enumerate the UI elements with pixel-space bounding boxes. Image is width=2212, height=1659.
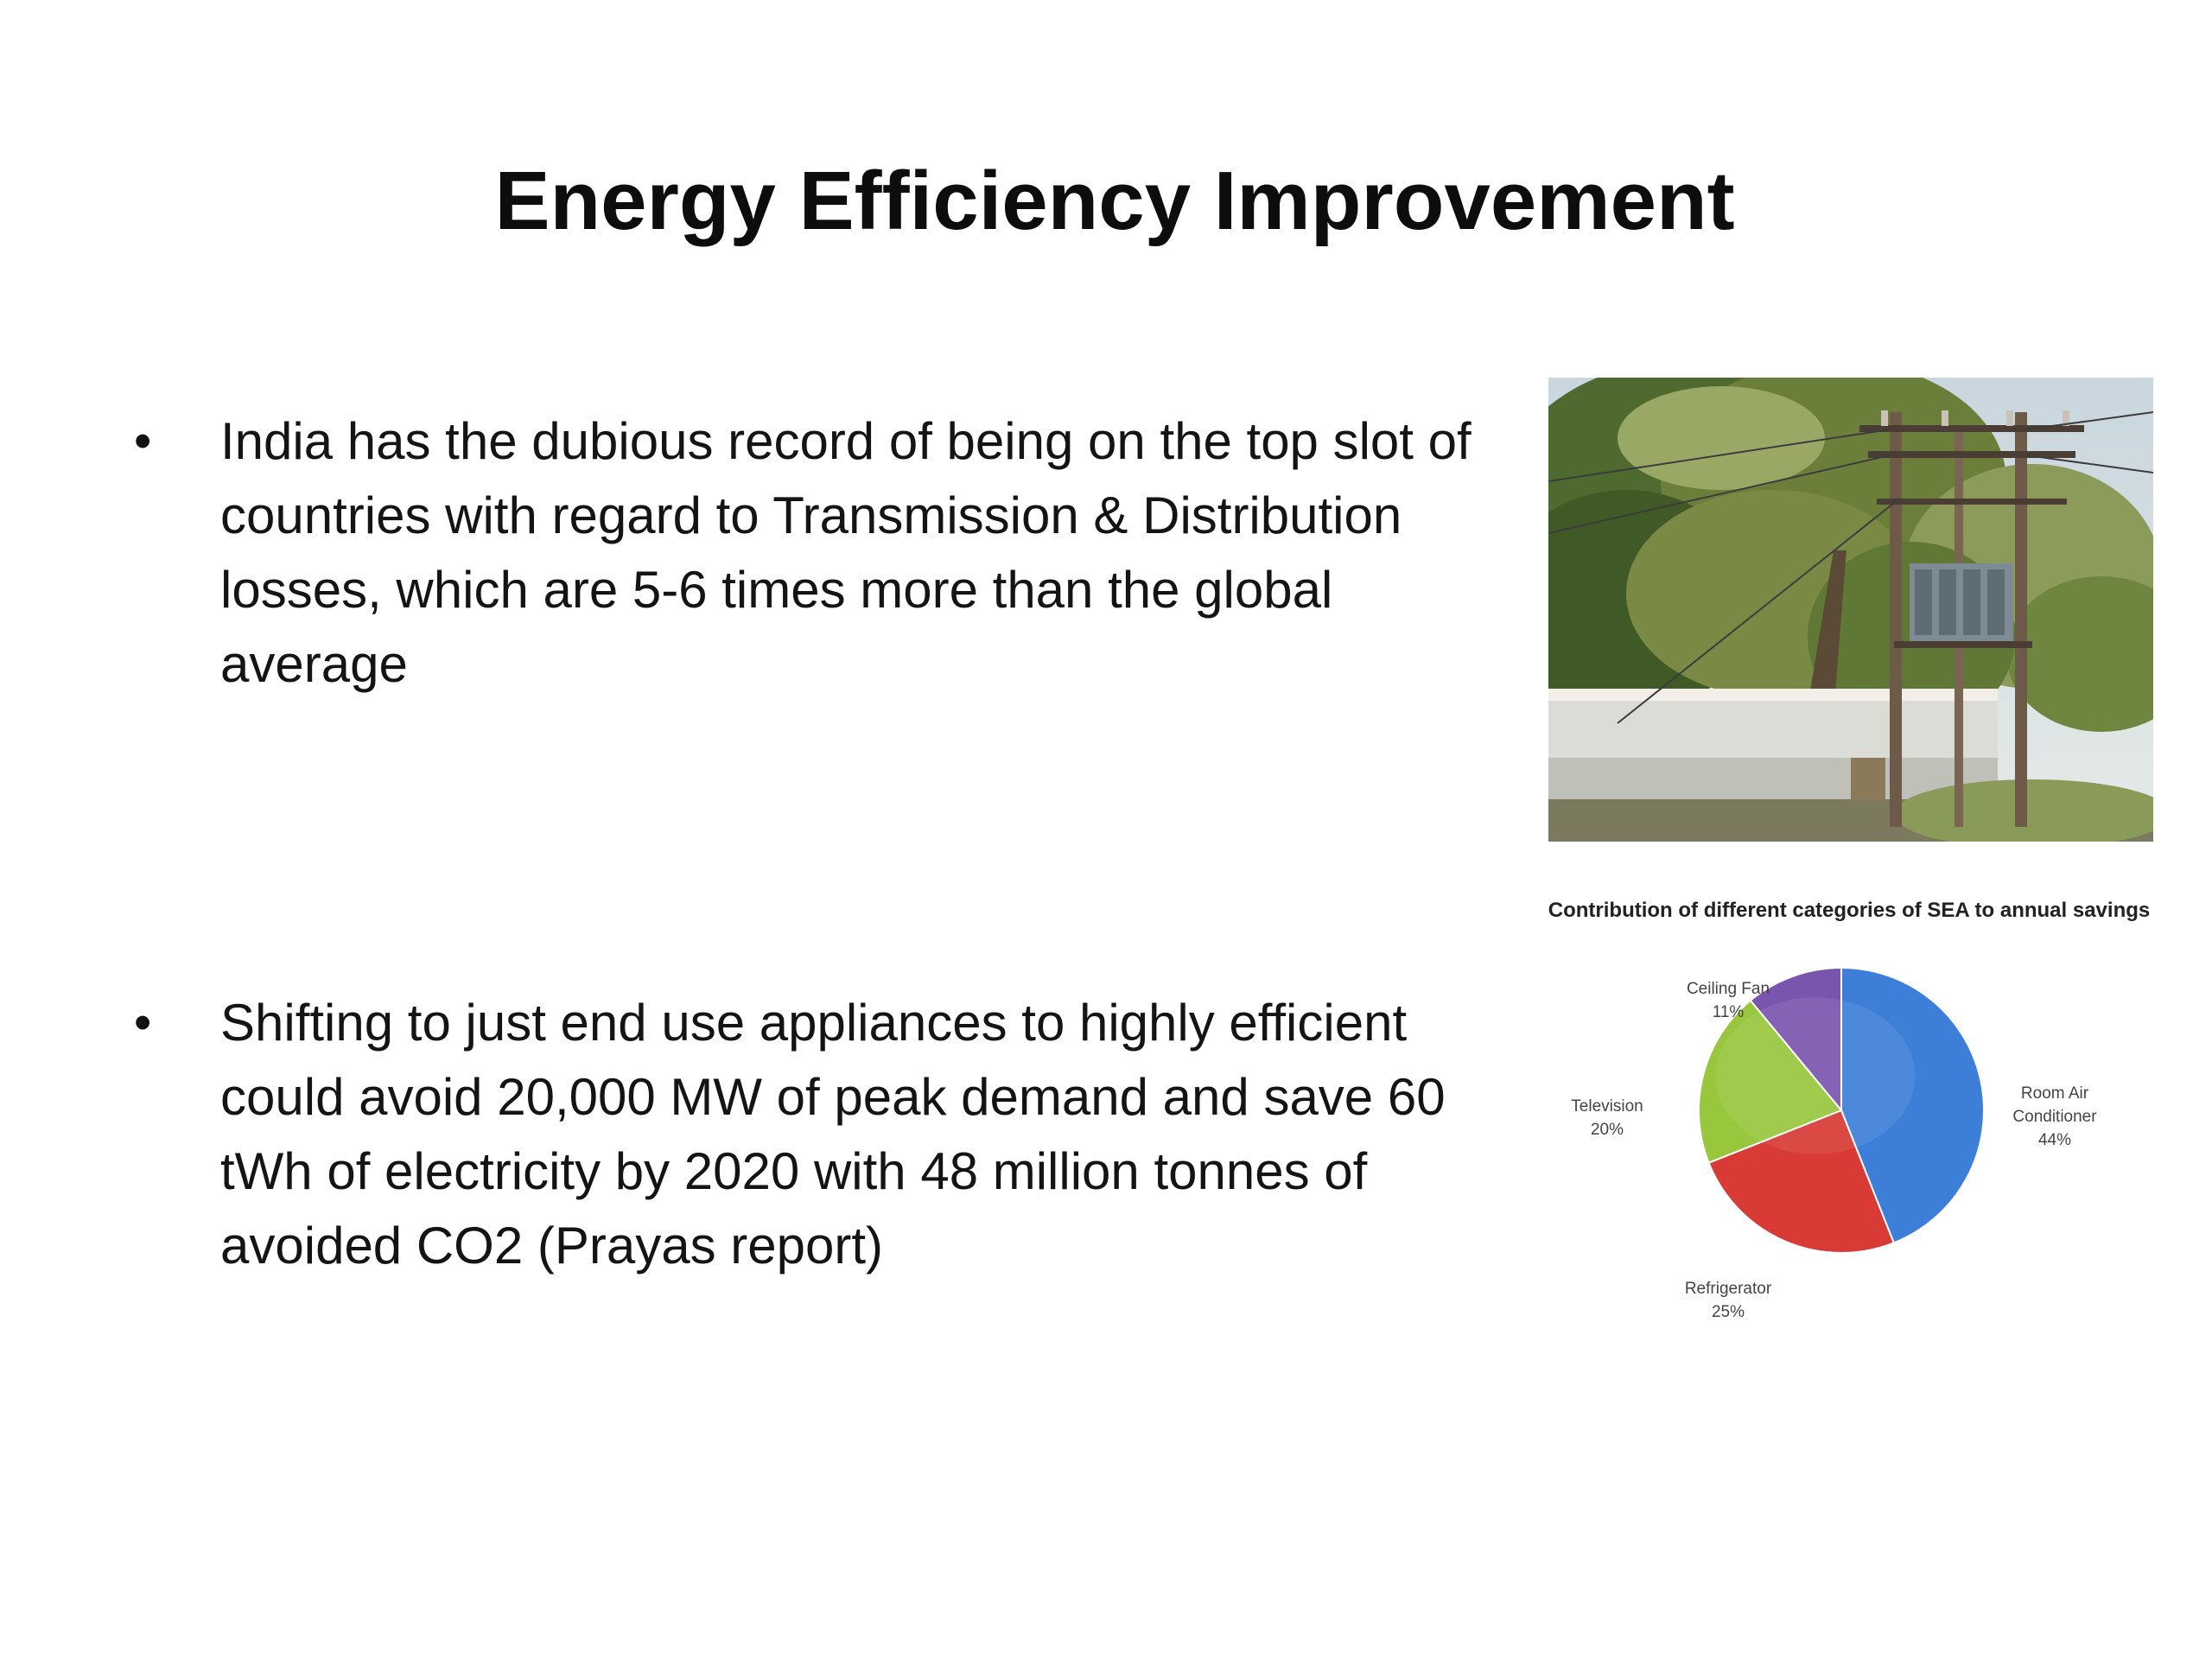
pie-label-television: Television 20% bbox=[1555, 1095, 1659, 1141]
bullet-icon: • bbox=[134, 995, 152, 1051]
bullet-icon: • bbox=[134, 413, 152, 469]
pie-highlight bbox=[1715, 997, 1916, 1154]
pie-chart-svg bbox=[1698, 966, 1985, 1254]
pie-label-value: 11% bbox=[1712, 1003, 1745, 1021]
chart-title: Contribution of different categories of … bbox=[1548, 899, 2151, 922]
bullet-item-appliances: • Shifting to just end use appliances to… bbox=[134, 986, 1482, 1283]
bullet-text: Shifting to just end use appliances to h… bbox=[220, 994, 1446, 1274]
utility-pole-transformer-icon bbox=[1548, 378, 2153, 842]
bullet-item-losses: • India has the dubious record of being … bbox=[134, 404, 1482, 702]
bullet-text: India has the dubious record of being on… bbox=[220, 412, 1471, 693]
pie-slice-television bbox=[1698, 999, 1843, 1165]
pie-chart: Room Air Conditioner 44% Refrigerator 25… bbox=[1555, 959, 2195, 1357]
pie-slice-room-air-conditioner bbox=[1840, 966, 1985, 1244]
pie-label-name: Ceiling Fan bbox=[1686, 980, 1770, 998]
pie-label-value: 44% bbox=[2037, 1131, 2072, 1149]
pie-slice-ceiling-fan bbox=[1749, 966, 1842, 1113]
pie-label-room-air-conditioner: Room Air Conditioner 44% bbox=[1986, 1082, 2124, 1152]
pie-label-refrigerator: Refrigerator 25% bbox=[1659, 1277, 1797, 1324]
pie-label-value: 25% bbox=[1711, 1303, 1745, 1321]
pie-label-name: Room Air Conditioner bbox=[2012, 1084, 2097, 1126]
pie-label-name: Refrigerator bbox=[1684, 1280, 1772, 1298]
pie-slice-refrigerator bbox=[1707, 1109, 1896, 1254]
slide-title: Energy Efficiency Improvement bbox=[494, 155, 1735, 247]
pie-label-name: Television bbox=[1571, 1097, 1643, 1116]
utility-pole-photo bbox=[1548, 378, 2153, 842]
pie-label-value: 20% bbox=[1590, 1121, 1624, 1139]
pie-label-ceiling-fan: Ceiling Fan 11% bbox=[1659, 977, 1797, 1024]
